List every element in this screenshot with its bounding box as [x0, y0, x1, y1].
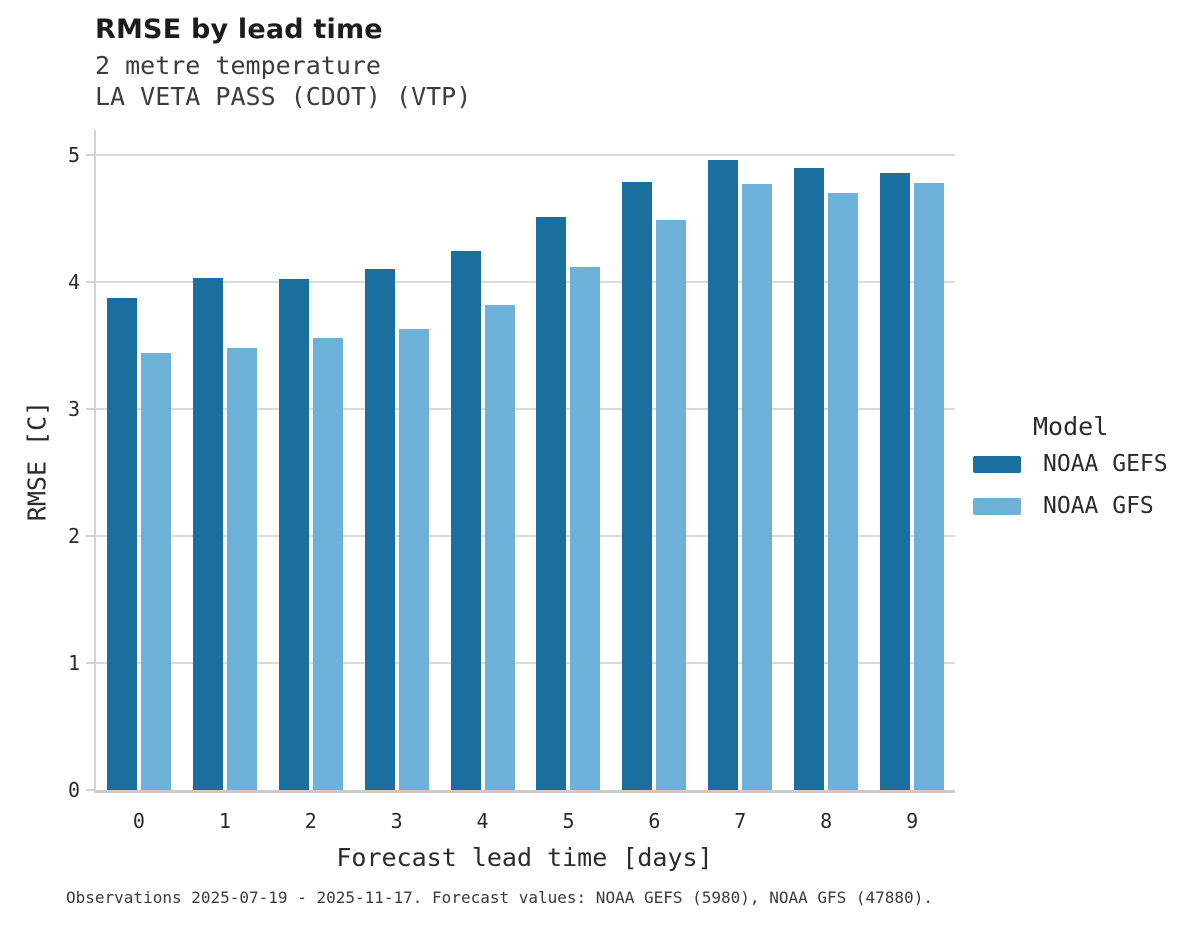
y-tick-mark-2: [86, 534, 94, 537]
x-tick-label-8: 8: [820, 809, 833, 833]
plot-area: 0 1 2 3 4 5 0 1 2 3 4 5 6 7 8 9: [68, 130, 955, 833]
y-tick-label-4: 4: [67, 269, 80, 294]
y-tick-label-2: 2: [67, 523, 80, 548]
y-tick-mark-3: [86, 407, 94, 410]
bar-group-0: [96, 130, 182, 790]
gridline-y-2: [96, 534, 955, 537]
x-tick-label-5: 5: [562, 809, 575, 833]
bar-noaa-gfs-day-0: [140, 353, 171, 790]
bar-noaa-gfs-day-2: [312, 337, 343, 790]
bar-noaa-gfs-day-4: [484, 304, 515, 790]
bar-noaa-gfs-day-5: [570, 266, 601, 790]
y-tick-label-1: 1: [67, 651, 80, 675]
legend-item-noaa-gfs: NOAA GFS: [973, 493, 1168, 519]
legend-swatch-icon: [973, 497, 1021, 515]
bar-noaa-gefs-day-0: [106, 298, 137, 790]
bar-noaa-gefs-day-4: [450, 251, 481, 790]
bar-group-4: [440, 130, 526, 790]
bar-noaa-gfs-day-6: [656, 219, 687, 790]
bar-noaa-gfs-day-7: [742, 184, 773, 790]
bar-noaa-gefs-day-3: [364, 269, 395, 790]
chart-title: RMSE by lead time: [95, 14, 383, 45]
bar-noaa-gefs-day-8: [794, 167, 825, 790]
gridline-y-1: [96, 662, 955, 664]
bar-noaa-gefs-day-9: [880, 172, 911, 790]
y-tick-label-3: 3: [67, 396, 80, 421]
gridline-y-3: [96, 407, 955, 410]
x-tick-label-2: 2: [304, 809, 317, 833]
gridline-y-4: [96, 280, 955, 283]
bar-noaa-gfs-day-1: [226, 348, 257, 790]
bar-group-1: [182, 130, 268, 790]
bar-group-2: [268, 130, 354, 790]
x-tick-label-3: 3: [390, 809, 403, 833]
legend: Model NOAA GEFS NOAA GFS: [973, 412, 1168, 519]
y-tick-label-5: 5: [67, 142, 80, 167]
y-tick-mark-5: [86, 153, 94, 156]
legend-swatch-icon: [973, 455, 1021, 473]
subtitle-line-2: LA VETA PASS (CDOT) (VTP): [95, 82, 472, 111]
y-tick-label-0: 0: [67, 778, 80, 802]
chart-subtitle: 2 metre temperature LA VETA PASS (CDOT) …: [95, 50, 471, 112]
gridline-y-5: [96, 153, 955, 156]
bar-noaa-gefs-day-1: [192, 278, 223, 790]
bar-group-7: [697, 130, 783, 790]
caption-text: Observations 2025-07-19 - 2025-11-17. Fo…: [66, 888, 933, 907]
bar-group-3: [354, 130, 440, 790]
bar-noaa-gefs-day-6: [622, 181, 653, 790]
bar-group-6: [611, 130, 697, 790]
bar-series-container: [96, 130, 955, 790]
bar-noaa-gefs-day-7: [708, 160, 739, 790]
bar-noaa-gefs-day-5: [536, 217, 567, 790]
y-axis-title: RMSE [C]: [22, 400, 52, 522]
x-tick-label-9: 9: [906, 809, 919, 833]
y-tick-mark-0: [86, 789, 94, 791]
x-tick-label-0: 0: [132, 809, 145, 833]
legend-items: NOAA GEFS NOAA GFS: [973, 451, 1168, 519]
bar-noaa-gfs-day-3: [398, 328, 429, 790]
legend-item-noaa-gefs: NOAA GEFS: [973, 451, 1168, 477]
x-tick-label-7: 7: [734, 809, 747, 833]
legend-label: NOAA GFS: [1043, 493, 1154, 519]
x-axis-tick-labels: 0 1 2 3 4 5 6 7 8 9: [96, 809, 955, 833]
legend-title: Model: [1033, 412, 1109, 441]
x-tick-label-1: 1: [218, 809, 231, 833]
y-tick-mark-1: [86, 662, 94, 664]
bar-noaa-gefs-day-2: [278, 279, 309, 790]
bar-noaa-gfs-day-9: [914, 182, 945, 790]
bar-group-5: [526, 130, 612, 790]
bar-group-9: [869, 130, 955, 790]
subtitle-line-1: 2 metre temperature: [95, 51, 381, 80]
bar-group-8: [783, 130, 869, 790]
legend-label: NOAA GEFS: [1043, 451, 1168, 477]
x-tick-label-4: 4: [476, 809, 489, 833]
y-tick-mark-4: [86, 280, 94, 283]
bar-noaa-gfs-day-8: [828, 193, 859, 790]
x-axis-title: Forecast lead time [days]: [336, 843, 713, 872]
x-tick-label-6: 6: [648, 809, 661, 833]
